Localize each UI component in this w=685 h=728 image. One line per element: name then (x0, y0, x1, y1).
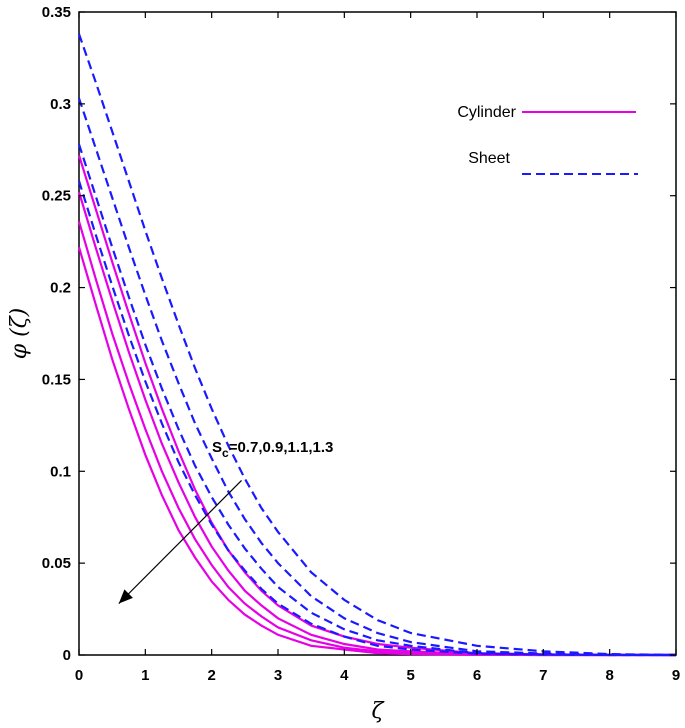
legend-label-cylinder: Cylinder (457, 104, 516, 121)
y-tick-label: 0.25 (42, 188, 71, 205)
y-tick-label: 0.2 (50, 280, 71, 297)
x-tick-label: 5 (406, 667, 414, 684)
x-tick-label: 6 (473, 667, 481, 684)
x-tick-label: 3 (274, 667, 282, 684)
y-tick-label: 0.15 (42, 371, 71, 388)
y-tick-label: 0.3 (50, 96, 71, 113)
plot-frame (78, 11, 677, 656)
x-tick-label: 9 (672, 667, 680, 684)
x-tick-label: 0 (75, 667, 83, 684)
x-tick-label: 4 (340, 667, 349, 684)
series-line-sheet-4 (77, 180, 676, 657)
y-tick-label: 0.35 (42, 4, 71, 21)
legend-label-sheet: Sheet (468, 150, 510, 167)
annotation-values: =0.7,0.9,1.1,1.3 (229, 439, 334, 456)
series-line-sheet-1 (77, 33, 677, 657)
series-line-sheet-3 (77, 143, 677, 657)
series-line-cylinder-4 (77, 246, 676, 657)
y-tick-label: 0.05 (42, 555, 71, 572)
y-tick-label: 0.1 (50, 463, 71, 480)
series-line-cylinder-1 (77, 154, 677, 657)
ticks-layer: 0 1 2 3 4 5 6 7 8 9 0 0.05 0.1 0.15 0.2 0.25 0.3 0.35 (42, 4, 680, 684)
x-tick-label: 8 (605, 667, 613, 684)
annotation-arrow (118, 480, 242, 604)
annotation-subscript: c (222, 446, 229, 460)
y-tick-label: 0 (63, 647, 71, 664)
legend: Cylinder Sheet (457, 104, 638, 175)
annotation-base: S (212, 439, 222, 456)
x-tick-label: 2 (207, 667, 215, 684)
annotation-arrowhead (118, 589, 133, 604)
series-line-sheet-2 (77, 97, 677, 657)
annotation-label: Sc=0.7,0.9,1.1,1.3 (212, 439, 333, 460)
x-tick-label: 7 (539, 667, 547, 684)
annotation: Sc=0.7,0.9,1.1,1.3 (118, 439, 333, 604)
series-layer (77, 33, 677, 657)
x-tick-label: 1 (141, 667, 149, 684)
x-axis-label: ζ (372, 699, 386, 724)
y-axis-label: φ (ζ) (7, 308, 32, 360)
